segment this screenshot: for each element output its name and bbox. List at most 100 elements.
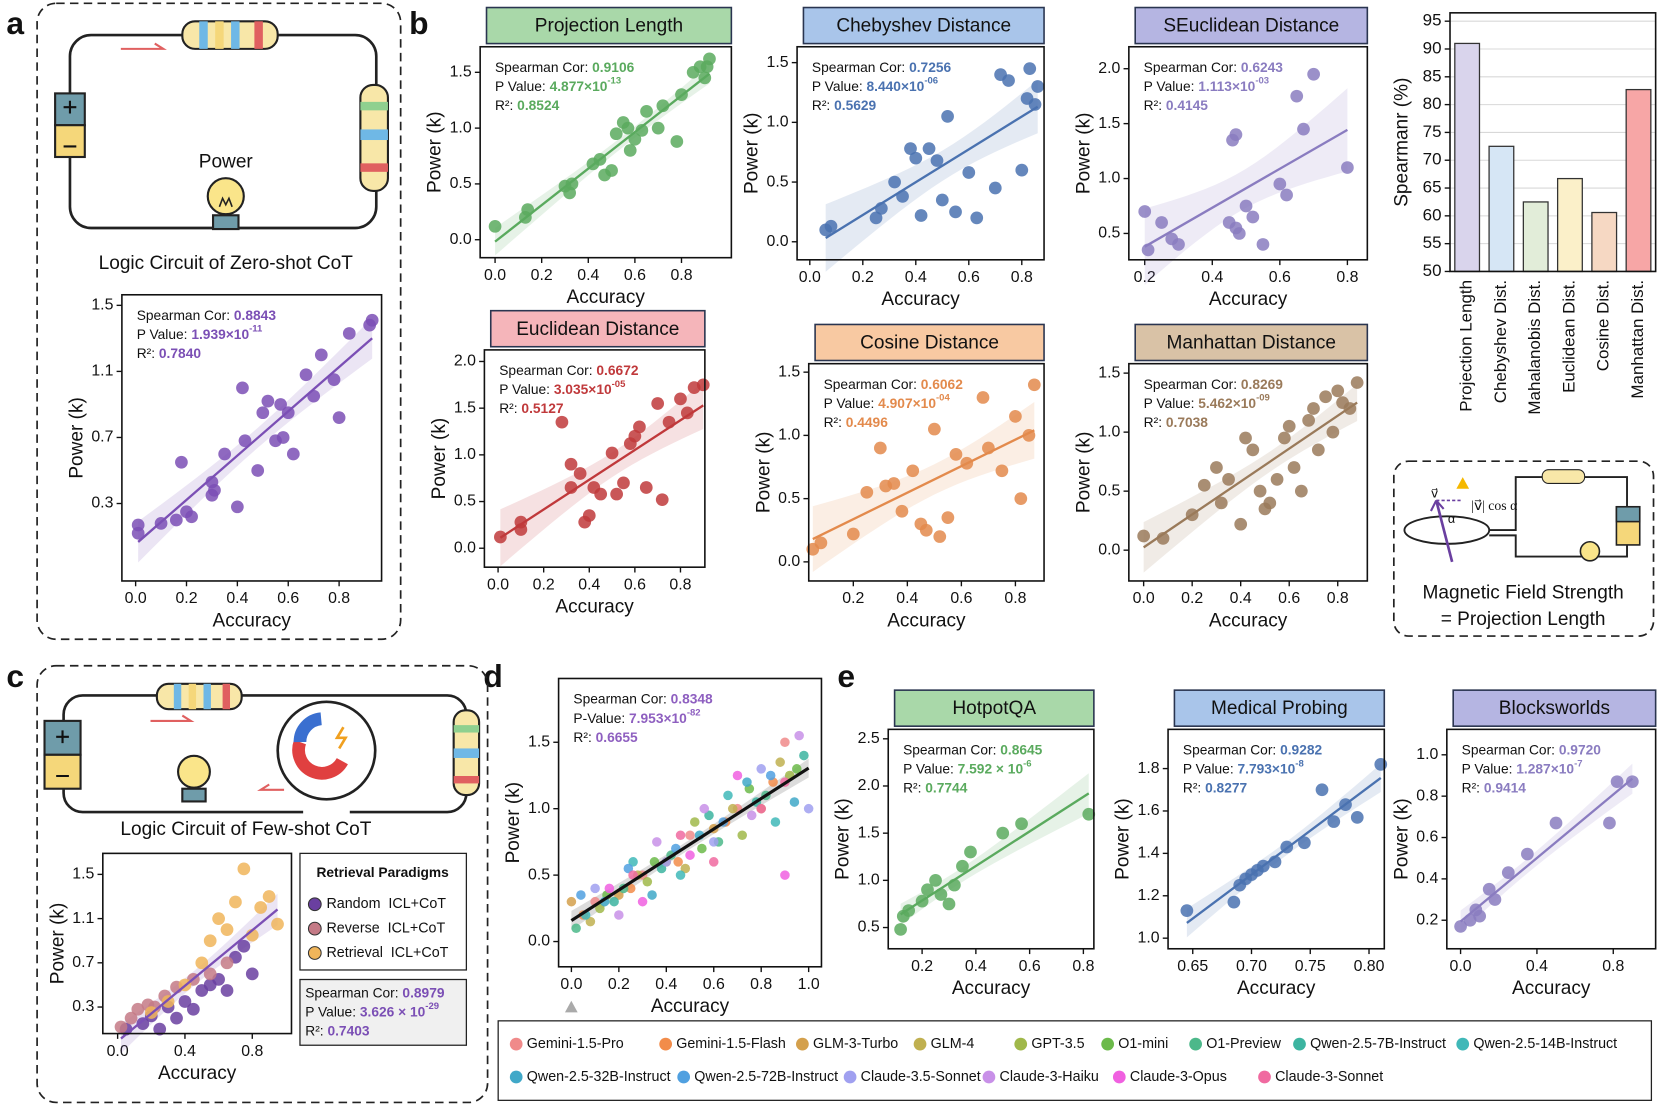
- stat-exponent: -03: [1255, 75, 1269, 86]
- y-tick-label: 1.0: [1098, 170, 1120, 187]
- x-tick-label: 0.0: [1133, 590, 1155, 607]
- y-tick-label: 1.5: [767, 54, 789, 71]
- stat-line: P-Value: 7.953×10-82: [573, 707, 700, 725]
- point: [775, 757, 785, 767]
- y-tick-label: 85: [1423, 66, 1442, 85]
- point: [652, 837, 662, 847]
- y-tick-label: 2.0: [454, 353, 476, 370]
- point: [732, 770, 743, 781]
- y-tick-label: 1.0: [767, 114, 789, 131]
- point: [1015, 817, 1028, 831]
- legend-swatch: [1101, 1037, 1115, 1051]
- stat-value: 0.4145: [1166, 98, 1208, 113]
- y-axis-label: Power (k): [1073, 432, 1094, 514]
- fit-line: [137, 337, 373, 543]
- point: [922, 142, 936, 155]
- point: [237, 862, 251, 876]
- stat-label: R²:: [573, 729, 595, 744]
- stat-line: Spearman Cor: 0.8269: [1144, 377, 1284, 392]
- stat-line: P Value: 1.939×10-11: [137, 323, 263, 341]
- point: [625, 883, 636, 894]
- legend-label: Claude-3-Haiku: [1000, 1069, 1099, 1085]
- title-box: [485, 6, 733, 45]
- chart-title: HotpotQA: [952, 698, 1036, 719]
- x-tick-label: 0.4: [577, 267, 599, 284]
- stat-label: Spearman Cor:: [499, 363, 596, 378]
- y-tick-label: 55: [1423, 233, 1442, 252]
- stat-line: P Value: 7.793×10-8: [1183, 758, 1304, 776]
- y-tick-label: 1.0: [1416, 746, 1438, 763]
- plot-frame: [1449, 12, 1657, 273]
- point: [1603, 816, 1616, 830]
- point: [742, 777, 752, 787]
- point: [131, 526, 145, 540]
- stat-line: R²: 0.4496: [824, 415, 889, 430]
- stat-line: Spearman Cor: 0.7256: [812, 60, 952, 75]
- x-tick-label: 0.4: [226, 590, 248, 607]
- point: [651, 121, 665, 135]
- point: [633, 420, 646, 434]
- stat-value: 0.7840: [159, 346, 201, 361]
- point: [153, 1022, 167, 1036]
- chart-title: Projection Length: [535, 16, 683, 37]
- stat-value: 7.592 × 10: [958, 761, 1024, 776]
- stat-line: P Value: 3.035×10-05: [499, 378, 626, 396]
- point: [1239, 431, 1252, 445]
- point: [792, 764, 802, 774]
- stat-value: 0.8843: [234, 308, 276, 323]
- fit-line: [1186, 777, 1382, 924]
- x-tick-label: 0.2: [911, 958, 933, 975]
- bar: [1591, 211, 1618, 273]
- circuit-a: [36, 2, 402, 641]
- y-tick-label: 0.5: [767, 173, 789, 190]
- x-tick-label: 0.4: [1230, 590, 1252, 607]
- point: [614, 910, 624, 920]
- stat-value: 0.8277: [1205, 780, 1247, 795]
- x-tick-label: Euclidean Dist.: [1559, 280, 1578, 393]
- point: [635, 123, 649, 137]
- point: [1138, 205, 1152, 218]
- point: [996, 826, 1010, 840]
- x-tick-label: 0.0: [799, 269, 821, 286]
- x-axis-label: Accuracy: [158, 1063, 237, 1084]
- bar: [1556, 177, 1583, 273]
- legend-box: [497, 1020, 1653, 1101]
- stat-label: P Value:: [499, 382, 554, 397]
- x-axis-label: Accuracy: [1237, 978, 1316, 999]
- x-tick-label: 0.6: [1019, 958, 1041, 975]
- stat-value: 0.8979: [402, 985, 444, 1000]
- point: [1473, 909, 1487, 923]
- x-tick-label: 0.0: [1450, 958, 1472, 975]
- point: [212, 912, 225, 925]
- point: [262, 890, 276, 903]
- point: [746, 810, 757, 821]
- x-tick-label: Cosine Dist.: [1594, 280, 1613, 371]
- stat-value: 3.035×10: [554, 382, 612, 397]
- point: [690, 817, 700, 827]
- x-tick-label: 0.4: [655, 976, 677, 993]
- stat-line: P Value: 5.462×10-09: [1144, 392, 1270, 410]
- stat-exponent: -82: [687, 707, 701, 718]
- point: [888, 175, 901, 189]
- point: [327, 373, 341, 387]
- point: [617, 476, 630, 490]
- point: [220, 956, 234, 970]
- x-tick-label: 0.4: [905, 269, 927, 286]
- point: [187, 1002, 200, 1016]
- stat-label: P-Value:: [573, 710, 629, 725]
- point: [314, 348, 328, 362]
- point: [299, 368, 313, 382]
- stat-value: 0.5629: [834, 98, 876, 113]
- x-tick-label: 1.0: [798, 976, 820, 993]
- stat-line: R²: 0.8524: [495, 98, 560, 113]
- point: [670, 135, 684, 148]
- stat-exponent: -05: [612, 378, 626, 389]
- bar: [1522, 201, 1549, 273]
- stat-line: Spearman Cor: 0.9106: [495, 60, 635, 75]
- stat-label: P Value:: [1462, 761, 1517, 776]
- point: [169, 513, 183, 527]
- point: [680, 406, 694, 420]
- y-tick-label: 0.6: [1416, 829, 1438, 846]
- plot-area: [121, 294, 382, 581]
- x-tick-label: 0.4: [1201, 269, 1223, 286]
